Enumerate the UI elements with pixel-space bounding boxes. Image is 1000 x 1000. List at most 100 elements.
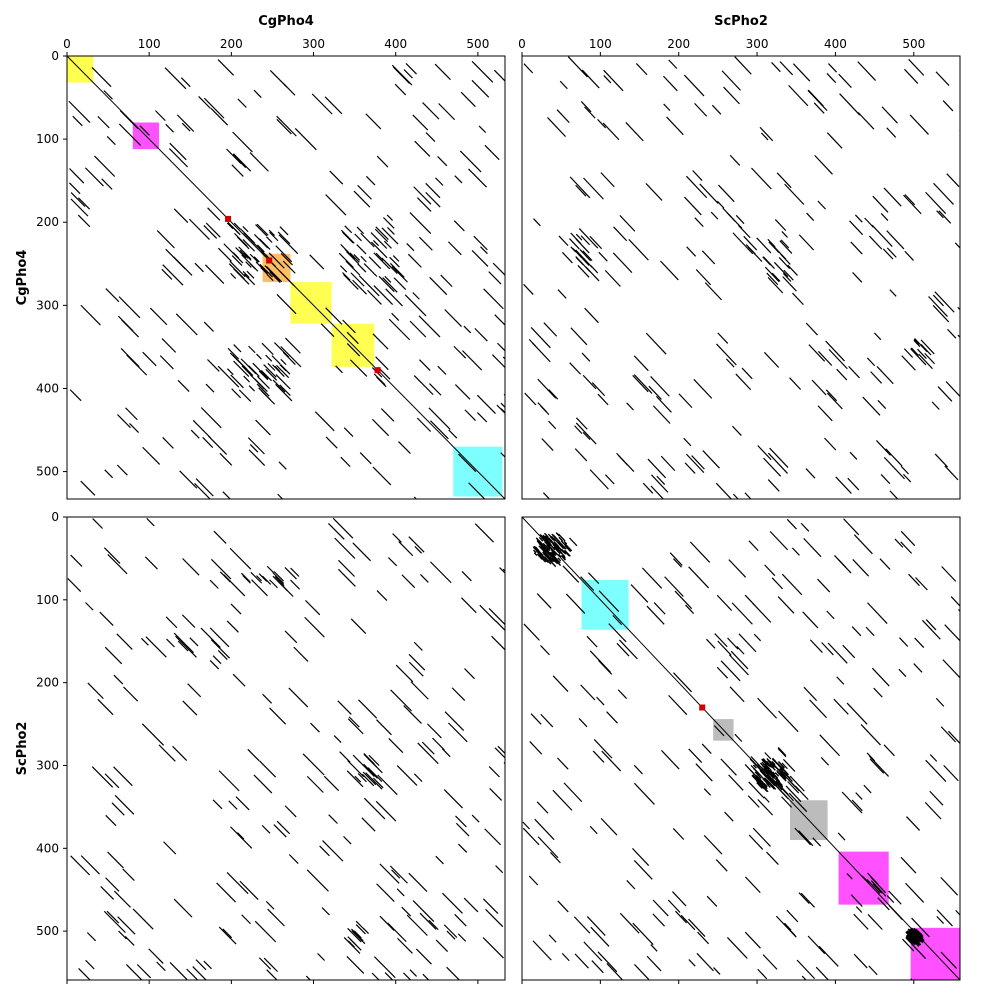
match-segment: [454, 913, 467, 927]
match-segment: [479, 604, 497, 622]
match-segment: [258, 957, 272, 970]
match-segment: [913, 339, 921, 348]
match-segment: [406, 243, 415, 252]
match-segment: [228, 800, 238, 810]
match-segment: [429, 383, 442, 396]
match-segment: [107, 851, 124, 869]
match-segment: [868, 965, 878, 976]
match-segment: [406, 914, 428, 936]
match-segment: [142, 351, 157, 367]
match-segment: [254, 920, 277, 943]
match-segment: [156, 230, 175, 249]
match-segment: [396, 888, 405, 897]
match-segment: [826, 392, 843, 410]
match-segment: [230, 826, 253, 849]
match-segment: [457, 843, 468, 853]
match-segment: [645, 182, 663, 201]
match-segment: [866, 357, 876, 367]
match-segment: [478, 125, 487, 134]
match-segment: [484, 144, 500, 161]
match-segment: [900, 465, 909, 475]
match-segment: [942, 100, 954, 112]
match-segment: [598, 251, 608, 262]
match-segment: [332, 517, 354, 539]
match-segment: [372, 466, 392, 486]
match-segment: [101, 178, 113, 190]
match-segment: [731, 602, 753, 625]
match-segment: [252, 362, 269, 380]
match-segment: [817, 200, 826, 210]
match-segment: [574, 425, 583, 435]
match-segment: [786, 909, 799, 923]
match-segment: [613, 226, 628, 242]
match-segment: [455, 815, 467, 828]
match-segment: [248, 345, 256, 354]
match-segment: [367, 289, 382, 305]
match-segment: [483, 288, 504, 310]
match-segment: [118, 296, 141, 319]
match-segment: [117, 414, 131, 429]
match-segment: [343, 274, 359, 290]
match-segment: [671, 891, 687, 907]
match-segment: [85, 959, 95, 970]
match-segment: [238, 389, 252, 402]
match-segment: [757, 697, 778, 719]
match-segment: [395, 664, 414, 683]
x-tick-label: 500: [466, 37, 489, 51]
repeat-blob-segment: [769, 769, 775, 775]
match-segment: [689, 541, 711, 563]
match-segment: [752, 603, 772, 623]
match-segment: [715, 859, 728, 872]
match-segment: [382, 217, 395, 229]
match-segment: [575, 422, 597, 445]
match-segment: [232, 153, 252, 172]
match-segment: [695, 269, 712, 286]
match-segment: [376, 590, 388, 601]
match-segment: [821, 642, 834, 656]
match-segment: [798, 234, 815, 251]
match-segment: [929, 790, 944, 806]
match-segment: [757, 445, 772, 461]
match-segment: [787, 781, 800, 794]
match-segment: [230, 374, 244, 389]
match-segment: [357, 773, 367, 783]
match-segment: [886, 127, 897, 138]
match-segment: [339, 265, 348, 273]
match-segment: [210, 639, 231, 659]
match-segment: [444, 711, 465, 731]
match-segment: [304, 616, 325, 638]
repeat-blob-segment: [766, 757, 774, 766]
match-segment: [482, 898, 499, 915]
repeat-blob-segment: [759, 769, 767, 777]
match-segment: [873, 332, 882, 341]
x-tick-label: 0: [518, 37, 526, 51]
match-segment: [163, 841, 177, 855]
match-segment: [780, 239, 790, 249]
repeat-blob-segment: [772, 763, 781, 772]
repeat-blob-segment: [756, 782, 763, 790]
match-segment: [925, 619, 937, 631]
match-segment: [361, 817, 376, 832]
match-segment: [881, 106, 898, 124]
match-segment: [552, 789, 573, 811]
match-segment: [104, 646, 123, 665]
match-segment: [744, 594, 755, 606]
match-segment: [575, 256, 584, 266]
match-segment: [899, 637, 909, 647]
match-segment: [414, 546, 423, 554]
match-segment: [346, 251, 360, 265]
match-segment: [435, 939, 449, 952]
match-segment: [853, 953, 868, 969]
match-segment: [408, 661, 424, 677]
match-segment: [936, 909, 953, 927]
match-segment: [744, 931, 761, 949]
match-segment: [116, 464, 128, 476]
match-segment: [672, 828, 685, 840]
match-segment: [530, 713, 542, 725]
match-segment: [634, 963, 650, 980]
match-segment: [321, 907, 330, 916]
match-segment: [488, 608, 505, 626]
identity-diagonal: [522, 517, 960, 980]
match-segment: [561, 251, 573, 264]
match-segment: [616, 642, 630, 657]
